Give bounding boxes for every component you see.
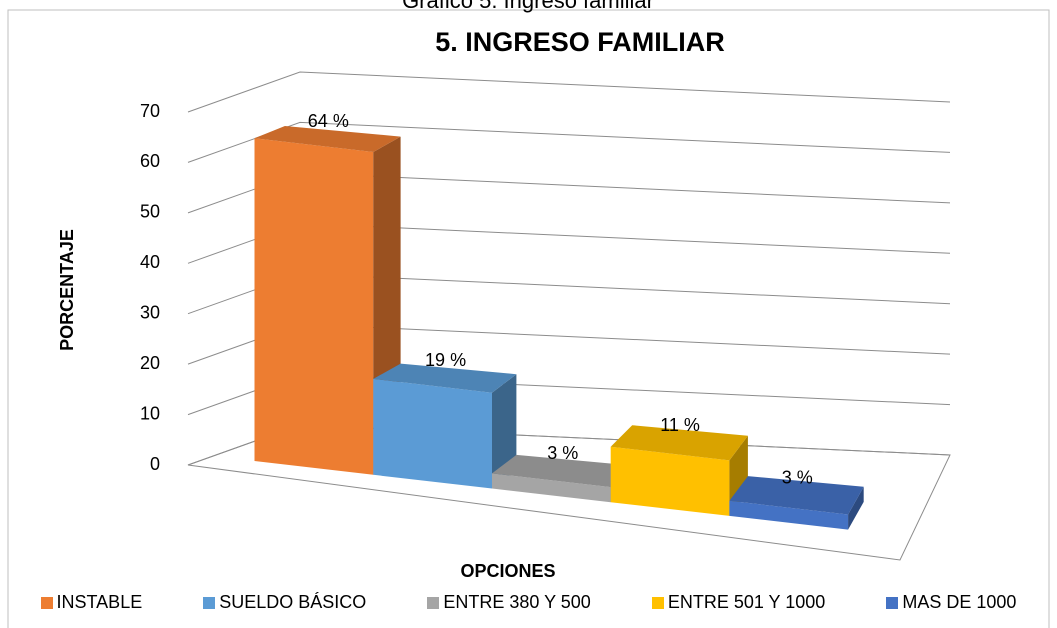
legend-label: MAS DE 1000 — [902, 592, 1017, 612]
bar-front — [729, 500, 849, 530]
bar-side — [848, 486, 864, 530]
legend-label: INSTABLE — [56, 592, 143, 612]
legend-item: ENTRE 380 Y 500 — [427, 592, 591, 613]
legend-swatch — [203, 596, 216, 609]
legend-item: MAS DE 1000 — [886, 592, 1016, 613]
caption: Gráfico 5. Ingreso familiar — [402, 0, 654, 13]
bar-front — [373, 378, 492, 489]
legend-item: ENTRE 501 Y 1000 — [651, 592, 826, 613]
y-tick-label: 60 — [140, 151, 160, 171]
legend-item: SUELDO BÁSICO — [203, 592, 366, 613]
bar-front — [610, 446, 730, 516]
bar-top — [610, 425, 748, 461]
chart-title: 5. INGRESO FAMILIAR — [435, 27, 725, 57]
y-tick-label: 70 — [140, 101, 160, 121]
grid-line — [187, 71, 951, 113]
legend-label: ENTRE 501 Y 1000 — [667, 592, 826, 612]
legend-swatch — [427, 596, 440, 609]
legend-swatch — [40, 596, 53, 609]
data-label: 11 % — [660, 415, 700, 435]
legend: INSTABLE SUELDO BÁSICO ENTRE 380 Y 500 ENTR… — [10, 592, 1047, 613]
bar-top — [373, 363, 517, 393]
data-label: 3 % — [782, 467, 813, 487]
bar-front — [254, 138, 374, 475]
grid-line — [187, 121, 951, 163]
chart-border — [7, 9, 1050, 628]
bar-top — [492, 454, 633, 488]
y-tick-label: 30 — [140, 302, 160, 322]
y-axis-label: PORCENTAJE — [57, 229, 77, 351]
y-tick-label: 50 — [140, 202, 160, 222]
data-label: 19 % — [425, 350, 466, 370]
legend-swatch — [651, 596, 664, 609]
x-axis-label: OPCIONES — [460, 561, 555, 581]
data-label: 3 % — [547, 443, 578, 463]
bar-front — [492, 473, 611, 503]
legend-label: ENTRE 380 Y 500 — [443, 592, 591, 612]
y-tick-label: 40 — [140, 252, 160, 272]
bar-top — [729, 476, 864, 515]
bar-top — [254, 126, 401, 152]
y-tick-label: 20 — [140, 353, 160, 373]
y-tick-label: 10 — [140, 403, 160, 423]
y-tick-label: 0 — [150, 454, 160, 474]
data-label: 64 % — [308, 111, 349, 131]
legend-swatch — [886, 596, 899, 609]
legend-label: SUELDO BÁSICO — [219, 592, 367, 612]
legend-item: INSTABLE — [40, 592, 143, 613]
